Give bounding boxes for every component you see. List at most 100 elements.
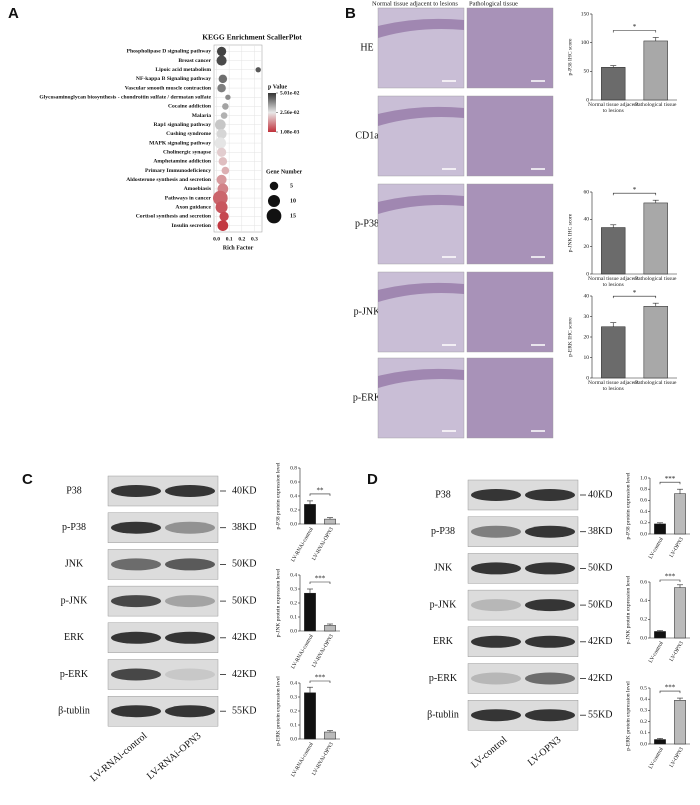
x-tick-label: 0.0 (213, 236, 220, 242)
blot-size-label: 50KD (232, 595, 256, 606)
blot-column-label: LV-RNAi-control (88, 730, 149, 784)
significance-label: *** (665, 475, 676, 483)
bar (324, 518, 336, 525)
y-tick-label: 0.2 (290, 708, 297, 714)
point (218, 157, 228, 166)
y-tick-label: 0.1 (640, 730, 647, 736)
y-tick-label: 0.0 (290, 521, 297, 527)
row-label: p-ERK (353, 392, 382, 403)
point (216, 128, 227, 139)
blot-band (165, 558, 215, 571)
y-tick-label: 30 (584, 314, 590, 320)
y-tick-label: Cortisol synthesis and secretion (136, 214, 212, 220)
blot-band (111, 631, 161, 644)
chart-title: KEGG Enrichment ScallerPlot (202, 33, 302, 42)
point (218, 74, 228, 84)
y-tick-label: 0.2 (640, 520, 647, 526)
size-key (267, 194, 281, 208)
significance-label: *** (315, 575, 326, 583)
y-tick-label: 0.0 (640, 741, 647, 747)
bar (654, 739, 666, 745)
y-tick-label: Malaria (192, 113, 211, 119)
blot-row-label: P38 (435, 489, 451, 500)
y-tick-label: 0 (586, 271, 589, 277)
y-tick-label: 20 (584, 244, 590, 250)
blot-band (111, 485, 161, 497)
x-tick-label-box: Normal tissue adjacent to lesions (588, 380, 639, 393)
size-key (266, 208, 282, 224)
y-tick-label: Primary Immunodeficiency (145, 168, 211, 174)
y-tick-label: Cholinergic synapse (163, 150, 212, 156)
significance-label: *** (665, 684, 676, 692)
y-tick-label: Lipoic acid metabolism (155, 67, 211, 73)
significance-label: *** (665, 573, 676, 581)
point (222, 103, 229, 110)
x-tick-label: LV-OPN3 (669, 536, 685, 558)
blot-size-label: 42KD (588, 636, 612, 647)
y-axis-label: p-P38 protein expression level (275, 462, 281, 530)
y-tick-label: 0.0 (640, 635, 647, 641)
tissue-layer (378, 194, 464, 214)
blot-band (165, 521, 215, 534)
y-tick-label: 0.3 (290, 586, 297, 592)
blot-row-label: P38 (66, 485, 82, 496)
colorbar-label: 2.56e-02 (280, 110, 300, 116)
y-tick-label: Breast cancer (178, 58, 211, 64)
y-tick-label: 0.2 (640, 719, 647, 725)
x-tick-label: 0.1 (226, 236, 233, 242)
y-tick-label: 0.4 (290, 572, 297, 578)
point (219, 211, 229, 222)
y-axis-label: p-JNK protein expression level (625, 575, 631, 644)
panel-label: D (367, 471, 378, 488)
bar (304, 504, 316, 525)
blot-row-label: JNK (65, 559, 84, 570)
micrograph (466, 95, 554, 177)
y-axis-label: p-P38 protein expression level (625, 472, 631, 540)
tissue-layer (378, 106, 464, 126)
blot-band (165, 705, 215, 718)
blot-size-label: 40KD (588, 489, 612, 500)
colorbar-label: 5.01e-02 (280, 90, 300, 96)
x-tick-label: LV-OPN3 (669, 640, 685, 662)
x-tick-label: Pathological tissue (635, 276, 677, 282)
x-tick-label-box: Normal tissue adjacent to lesions (588, 276, 638, 288)
y-tick-label: 0.6 (640, 579, 647, 585)
y-tick-label: 0.4 (290, 493, 297, 499)
panel-label: B (345, 5, 356, 22)
point (255, 67, 261, 73)
significance-label: *** (315, 674, 326, 682)
point (220, 112, 228, 119)
x-tick-label: 0.3 (251, 236, 258, 242)
significance-bracket (659, 690, 681, 694)
bar (674, 587, 686, 639)
y-tick-label: 60 (584, 189, 590, 195)
y-tick-label: Phospholipase D signaling pathway (127, 49, 212, 55)
x-tick-label: LV-control (648, 746, 665, 770)
blot-band (111, 668, 161, 681)
y-tick-label: 0 (586, 375, 589, 381)
y-tick-label: 0 (586, 97, 589, 103)
tissue-layer (378, 18, 464, 38)
significance-bracket (612, 295, 657, 299)
x-tick-label: Normal tissue adjacent to lesions (588, 380, 639, 393)
blot-size-label: 55KD (232, 705, 256, 716)
column-header: Pathological tissue (469, 0, 518, 7)
bar (601, 67, 626, 101)
y-tick-label: Amphetamine addiction (153, 159, 212, 165)
bar (643, 202, 668, 275)
row-label: p-JNK (354, 306, 381, 317)
y-tick-label: Insulin secretion (171, 223, 211, 229)
blot-band (111, 558, 161, 571)
y-tick-label: 0.6 (290, 479, 297, 485)
size-label: 15 (290, 213, 296, 219)
y-tick-label: 20 (584, 334, 590, 340)
y-axis-label: p-JNK IHC score (567, 213, 573, 252)
point (214, 137, 227, 149)
point (216, 46, 227, 57)
blot-band (525, 672, 575, 685)
significance-bracket (309, 680, 331, 683)
blot-band (111, 595, 161, 608)
blot-band (165, 631, 215, 644)
point (216, 55, 227, 66)
